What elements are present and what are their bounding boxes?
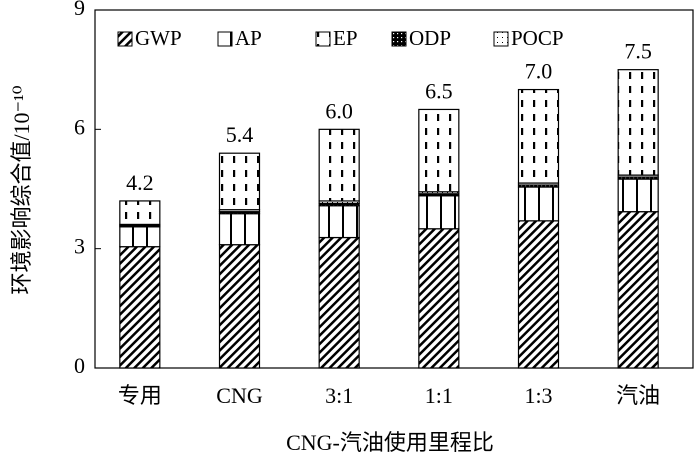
y-tick-label: 6 <box>74 114 85 139</box>
plot-frame <box>94 9 694 369</box>
bar-segment <box>418 108 460 193</box>
x-tick-label: CNG <box>216 383 263 408</box>
legend-swatch <box>117 31 133 47</box>
bar-segment <box>418 228 460 369</box>
bar-segment <box>119 226 161 248</box>
legend-label: EP <box>333 26 358 50</box>
bar-segment <box>617 69 659 176</box>
legend-label: ODP <box>409 26 451 50</box>
x-tick-label: 汽油 <box>616 383 660 408</box>
bar-segment <box>318 128 360 202</box>
bar-segment <box>318 236 360 369</box>
y-axis-title: 环境影响综合值/10⁻¹⁰ <box>9 85 34 294</box>
bar-segment <box>218 244 261 369</box>
bar-segment <box>617 178 659 213</box>
total-label: 6.0 <box>325 98 353 123</box>
legend-label: GWP <box>135 26 182 50</box>
legend-label: POCP <box>511 26 564 50</box>
total-label: 7.5 <box>624 39 652 64</box>
bar-segment <box>119 200 161 226</box>
legend-swatch <box>391 31 407 47</box>
total-label: 4.2 <box>126 170 154 195</box>
y-tick-label: 0 <box>74 353 85 378</box>
total-label: 7.0 <box>525 59 553 84</box>
x-tick-label: 1:3 <box>524 383 552 408</box>
bar-segment <box>218 213 261 246</box>
bar-segment <box>517 220 560 369</box>
x-tick-label: 1:1 <box>425 383 453 408</box>
bar-segment <box>318 205 360 239</box>
bar-segment <box>517 88 560 184</box>
y-tick-label: 3 <box>74 234 85 259</box>
legend-swatch <box>217 31 233 47</box>
x-tick-label: 专用 <box>118 383 162 408</box>
x-axis-title: CNG-汽油使用里程比 <box>286 430 494 455</box>
legend-swatch <box>315 31 331 47</box>
total-label: 5.4 <box>226 122 254 147</box>
legend-label: AP <box>235 26 262 50</box>
x-tick-label: 3:1 <box>325 383 353 408</box>
bar-segment <box>119 246 161 369</box>
total-label: 6.5 <box>425 78 453 103</box>
bar-segment <box>418 195 460 230</box>
bar-segment <box>517 186 560 222</box>
bar-segment <box>617 211 659 369</box>
y-tick-label: 9 <box>74 0 85 20</box>
bar-segment <box>218 152 261 211</box>
legend-swatch <box>493 31 509 47</box>
